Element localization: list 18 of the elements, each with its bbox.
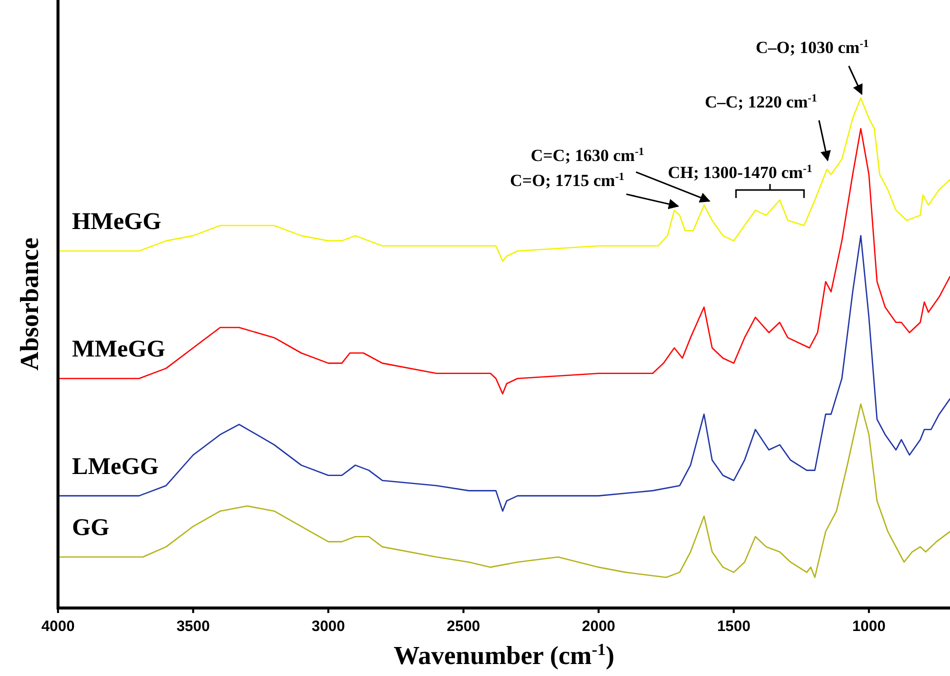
x-tick-label: 1000 — [852, 618, 886, 635]
annotation: C=C; 1630 cm$^{-1}$ — [530, 146, 644, 166]
series-label: MMeGG — [72, 336, 166, 362]
x-tick-label: 3500 — [176, 618, 210, 635]
x-tick-label: 1500 — [717, 618, 750, 635]
annotation: C–O; 1030 cm$^{-1}$ — [756, 38, 869, 57]
x-tick-label: 2500 — [446, 618, 480, 635]
series-label: LMeGG — [72, 454, 159, 480]
x-tick-label: 4000 — [41, 618, 75, 635]
x-axis-title: Wavenumber (cm$^{-1}$) — [394, 640, 614, 670]
annotation: C=O; 1715 cm$^{-1}$ — [510, 171, 624, 190]
series-label: GG — [72, 515, 110, 541]
annotation: C–C; 1220 cm$^{-1}$ — [704, 92, 818, 112]
x-tick-label: 2000 — [582, 618, 616, 635]
series-label: HMeGG — [72, 209, 162, 235]
y-axis-title: Absorbance — [15, 238, 44, 370]
x-tick-label: 3000 — [312, 618, 345, 635]
annotation: CH; 1300-1470 cm$^{-1}$ — [668, 163, 812, 182]
